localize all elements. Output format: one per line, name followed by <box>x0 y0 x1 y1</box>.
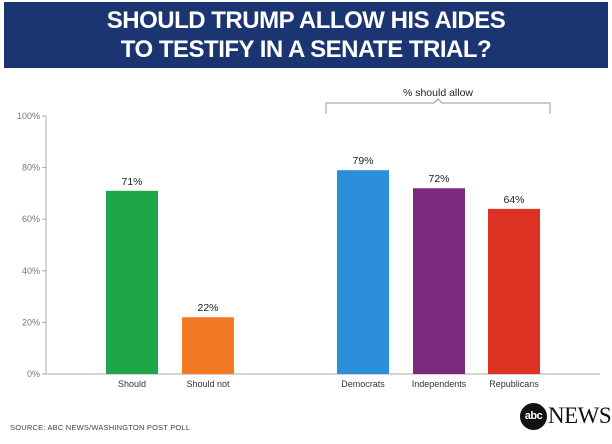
x-category-label: Independents <box>412 379 467 389</box>
x-category-label: Republicans <box>489 379 539 389</box>
bar <box>337 170 389 374</box>
y-tick-label: 20% <box>22 317 40 327</box>
bar-value-label: 64% <box>503 194 524 206</box>
group-label: % should allow <box>403 87 473 99</box>
bar-value-label: 79% <box>352 155 373 167</box>
bar <box>106 190 158 374</box>
bar-value-label: 22% <box>197 302 218 314</box>
y-tick-label: 0% <box>27 369 40 379</box>
news-wordmark: NEWS <box>548 403 612 428</box>
chart-header: SHOULD TRUMP ALLOW HIS AIDES TO TESTIFY … <box>4 2 608 68</box>
bar-value-label: 72% <box>428 173 449 185</box>
bar-value-label: 71% <box>121 176 142 188</box>
title-line-1: SHOULD TRUMP ALLOW HIS AIDES <box>106 7 506 34</box>
abc-news-logo: abc NEWS <box>520 402 612 430</box>
y-tick-label: 40% <box>22 266 40 276</box>
x-category-label: Democrats <box>341 379 385 389</box>
bar <box>413 188 465 374</box>
bar <box>182 317 234 374</box>
abc-logo-icon: abc <box>520 402 547 430</box>
source-note: SOURCE: ABC NEWS/WASHINGTON POST POLL <box>10 423 191 432</box>
group-bracket <box>325 98 551 114</box>
y-tick-label: 100% <box>17 111 40 121</box>
x-category-label: Should <box>118 379 146 389</box>
y-tick-label: 60% <box>22 214 40 224</box>
bar <box>488 208 540 374</box>
y-tick-label: 80% <box>22 163 40 173</box>
x-category-label: Should not <box>186 379 230 389</box>
title-line-2: TO TESTIFY IN A SENATE TRIAL? <box>120 36 492 63</box>
